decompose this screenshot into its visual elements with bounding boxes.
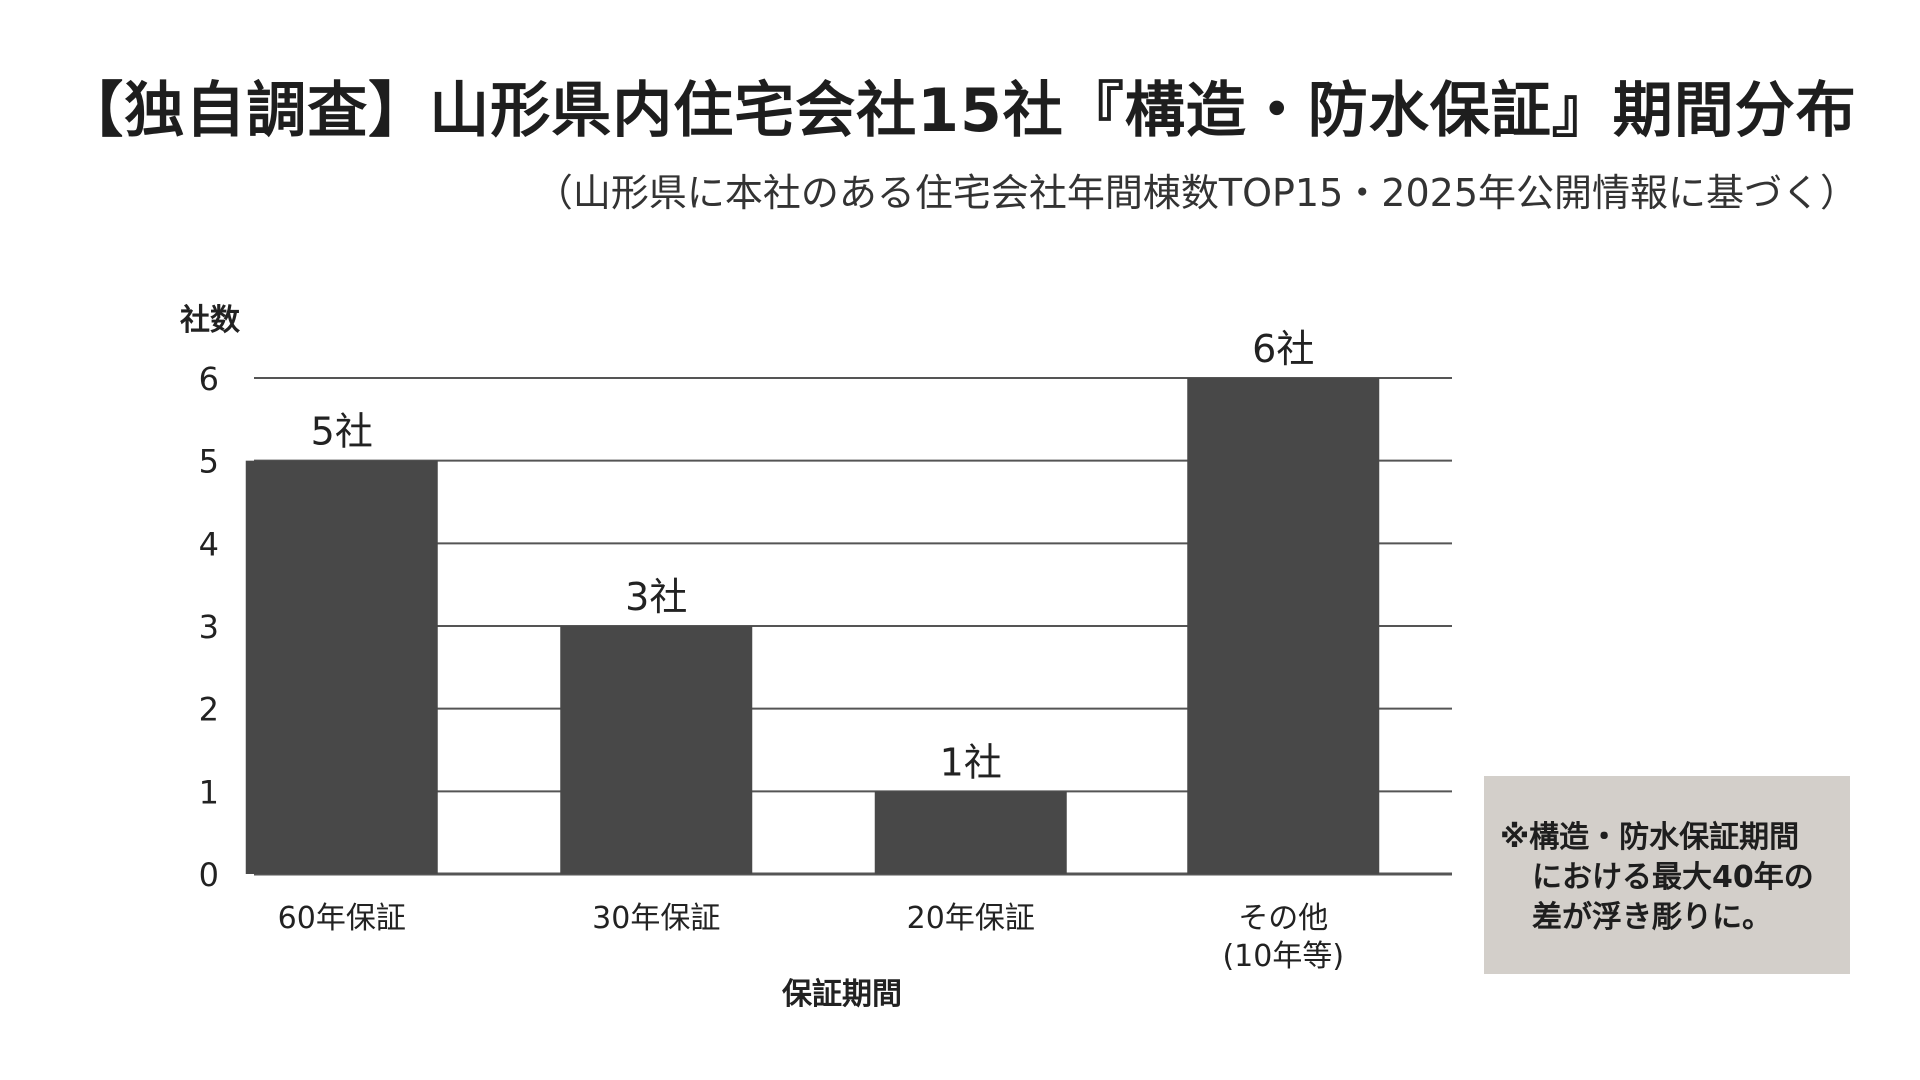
y-tick-label-2: 2: [199, 691, 219, 729]
bar-4: [1187, 378, 1380, 874]
x-tick-label-4-line-2: (10年等): [1222, 939, 1344, 974]
note-text: ※構造・防水保証期間 における最大40年の 差が浮き彫りに。: [1500, 818, 1832, 938]
bar-3: [874, 791, 1067, 874]
y-tick-label-0: 0: [199, 856, 219, 894]
x-axis-label: 保証期間: [782, 977, 902, 1012]
x-tick-label-3: 20年保証: [907, 901, 1035, 936]
bar-1: [245, 460, 438, 874]
data-label-3: 1社: [940, 740, 1002, 784]
y-tick-label-4: 4: [199, 525, 219, 563]
chart-subtitle: （山形県に本社のある住宅会社年間棟数TOP15・2025年公開情報に基づく）: [534, 171, 1858, 215]
note-line-3: 差が浮き彫りに。: [1532, 900, 1772, 935]
x-tick-label-4-line-1: その他: [1238, 901, 1328, 936]
data-label-4: 6社: [1252, 327, 1314, 371]
y-axis-label: 社数: [180, 303, 241, 338]
y-tick-label-1: 1: [199, 773, 219, 811]
x-tick-label-1: 60年保証: [278, 901, 406, 936]
x-tick-label-2: 30年保証: [592, 901, 720, 936]
bar-2: [560, 626, 753, 874]
data-label-1: 5社: [311, 410, 373, 454]
chart-title: 【独自調査】山形県内住宅会社15社『構造・防水保証』期間分布: [63, 76, 1857, 146]
y-tick-label-5: 5: [199, 443, 219, 481]
note-line-2: における最大40年の: [1532, 860, 1814, 895]
note-line-1: ※構造・防水保証期間: [1500, 820, 1800, 855]
note-box: ※構造・防水保証期間 における最大40年の 差が浮き彫りに。: [1484, 776, 1850, 974]
y-tick-label-3: 3: [199, 608, 219, 646]
data-label-2: 3社: [625, 575, 687, 619]
y-tick-label-6: 6: [199, 360, 219, 398]
